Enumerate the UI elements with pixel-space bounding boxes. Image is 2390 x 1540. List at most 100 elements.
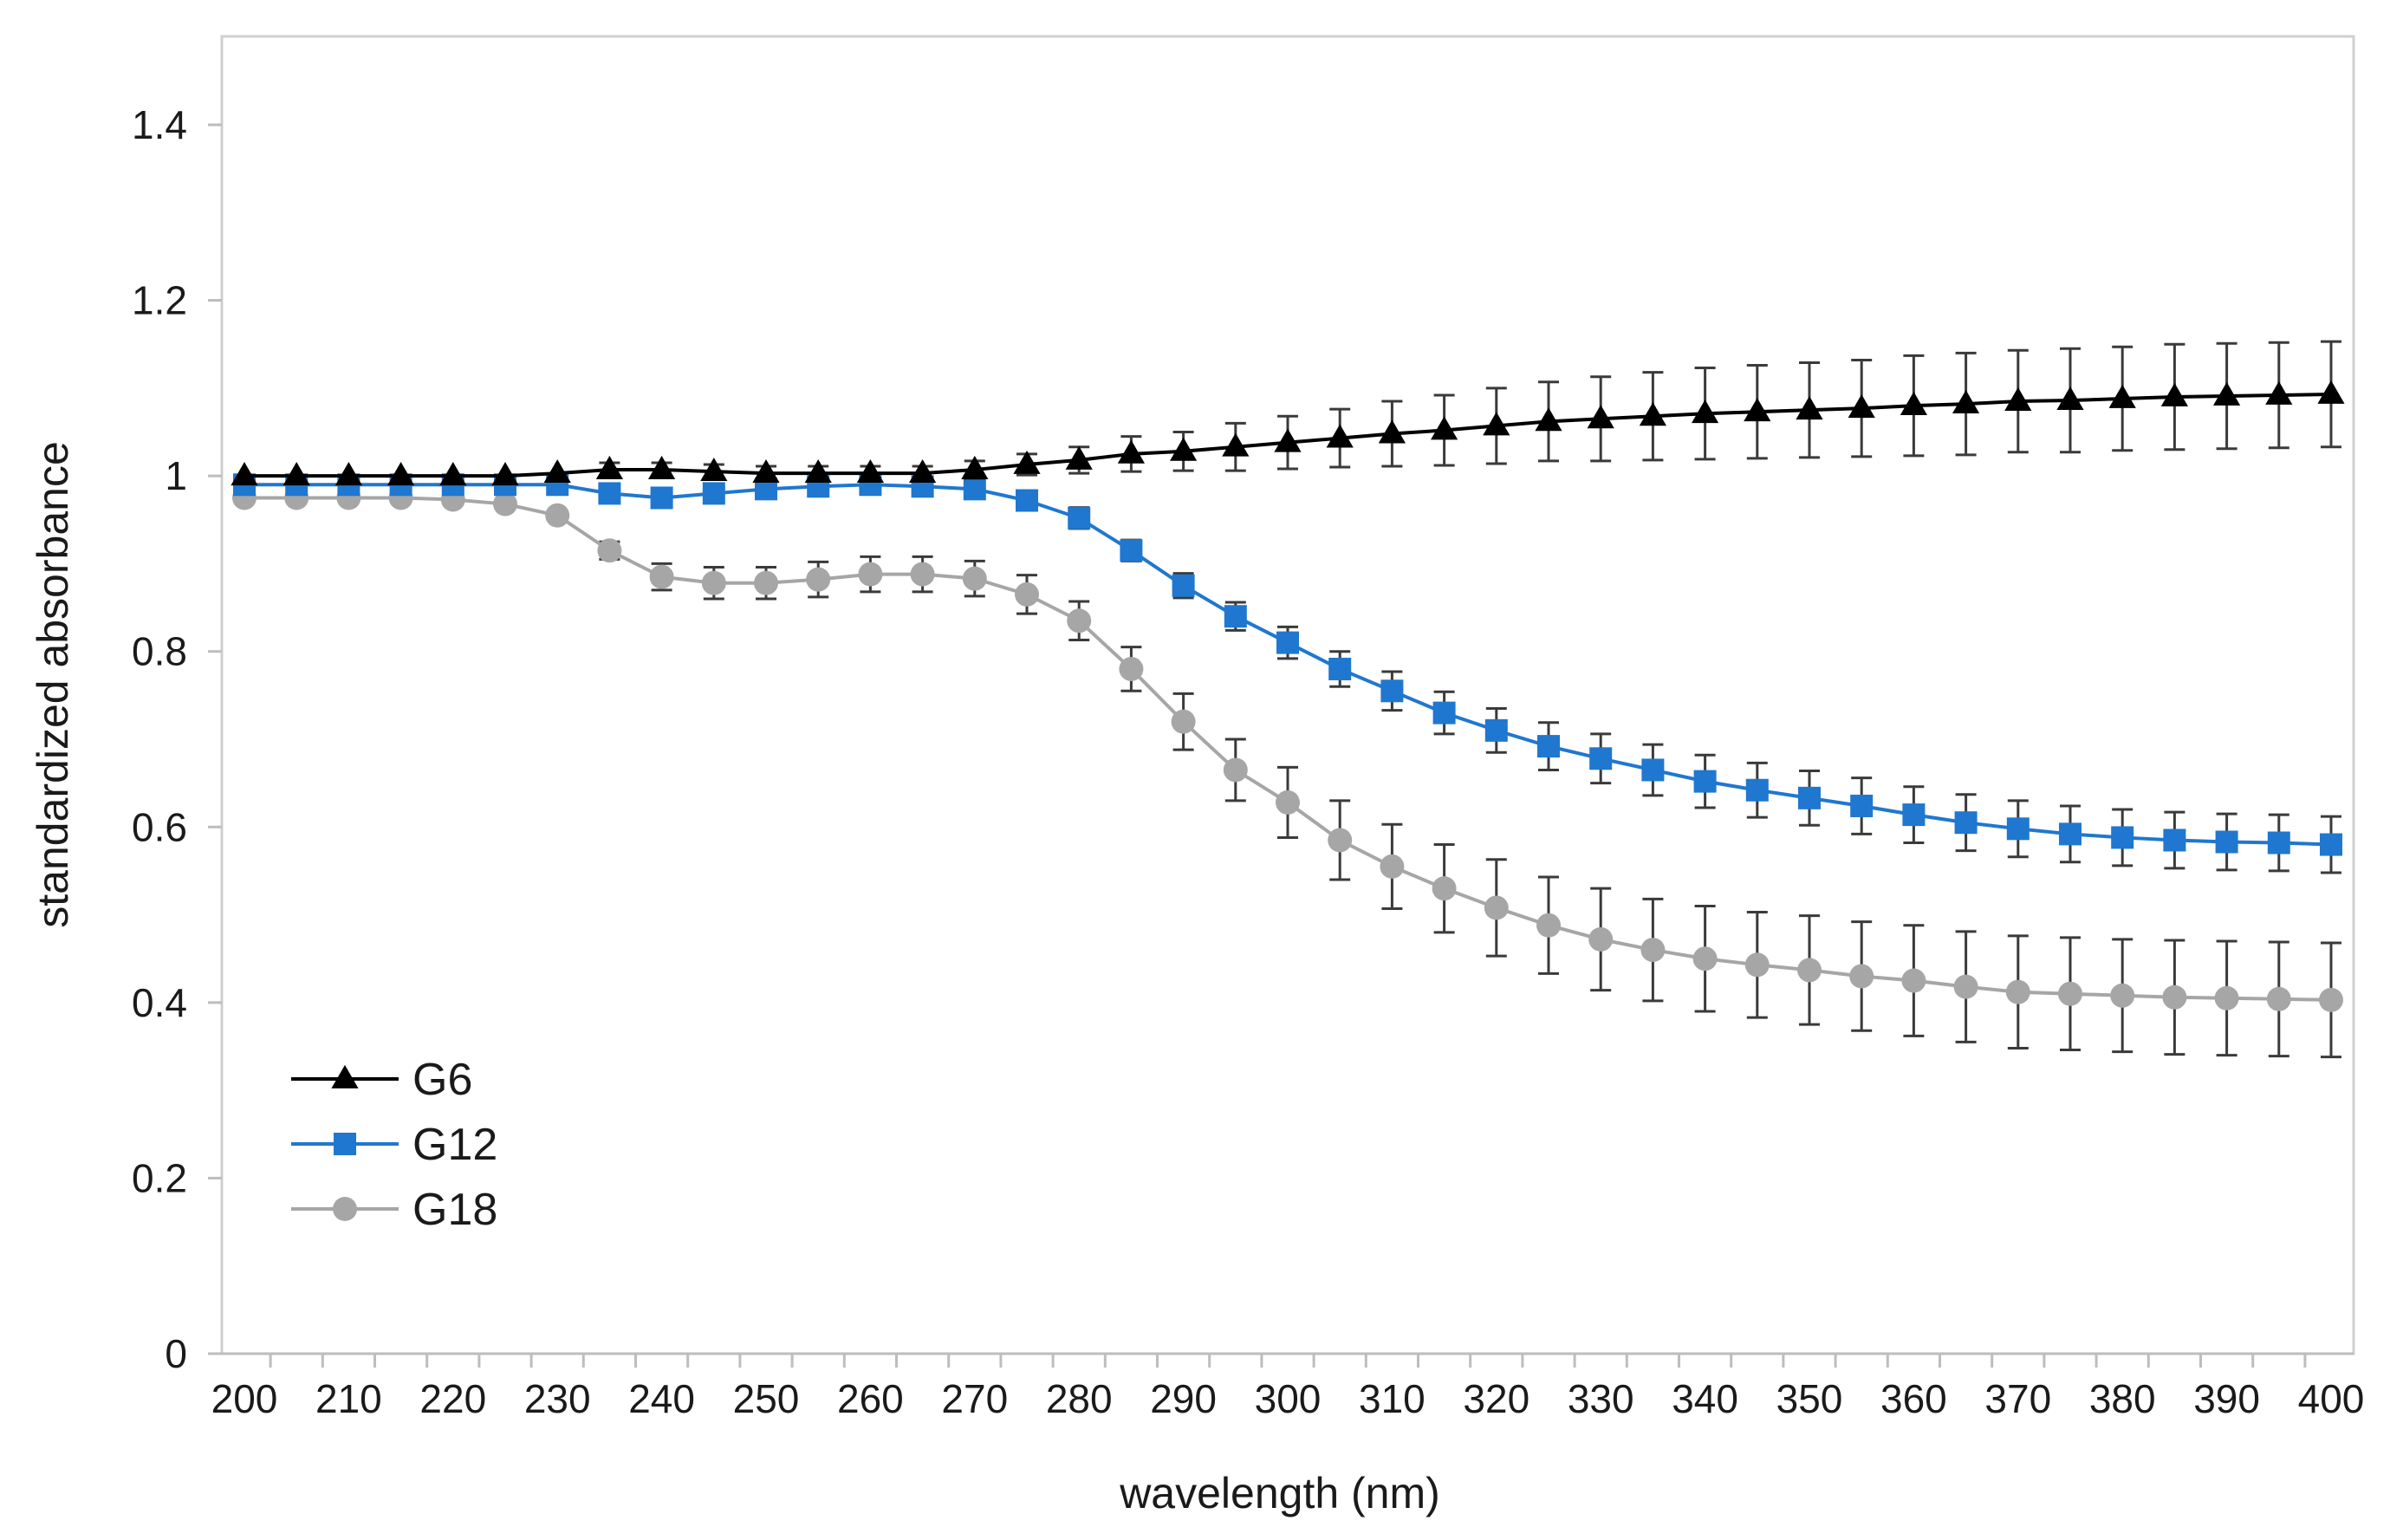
data-point <box>1848 394 1875 419</box>
x-tick-label: 300 <box>1255 1376 1322 1421</box>
y-axis-title: standardized absorbance <box>29 441 77 928</box>
data-point <box>1013 450 1041 474</box>
data-point <box>2056 386 2084 410</box>
series-layer <box>231 340 2345 1059</box>
x-tick-label: 330 <box>1568 1376 1634 1421</box>
data-point <box>493 491 517 517</box>
data-point <box>1952 389 1980 414</box>
x-tick-label: 240 <box>628 1376 695 1421</box>
data-point <box>1171 709 1196 734</box>
data-point <box>1222 432 1250 457</box>
data-point <box>1484 718 1508 742</box>
data-point <box>1223 757 1248 783</box>
data-point <box>1224 605 1247 628</box>
x-tick-label: 230 <box>524 1376 591 1421</box>
data-point <box>1640 938 1666 963</box>
data-point <box>2317 380 2345 404</box>
data-point <box>2214 985 2239 1010</box>
data-point <box>649 564 674 589</box>
data-point <box>648 455 676 479</box>
y-tick-label: 0 <box>165 1331 187 1376</box>
x-tick-label: 380 <box>2089 1376 2156 1421</box>
data-point <box>1432 876 1457 901</box>
x-tick-label: 280 <box>1046 1376 1113 1421</box>
data-point <box>701 570 726 595</box>
data-point <box>1068 506 1091 530</box>
x-tick-label: 290 <box>1150 1376 1217 1421</box>
data-point <box>2005 979 2030 1004</box>
y-tick-label: 1.4 <box>132 102 187 147</box>
x-tick-label: 400 <box>2298 1376 2365 1421</box>
x-tick-label: 200 <box>211 1376 278 1421</box>
x-tick-label: 210 <box>315 1376 382 1421</box>
data-point <box>2006 817 2030 841</box>
x-axis-title: wavelength (nm) <box>1119 1469 1440 1517</box>
data-point <box>1484 895 1509 920</box>
data-point <box>2163 828 2186 852</box>
data-point <box>856 458 884 484</box>
data-point <box>545 503 570 528</box>
data-point <box>1432 701 1456 725</box>
legend-label: G18 <box>412 1185 497 1235</box>
data-point <box>1065 445 1093 470</box>
data-point <box>2319 987 2343 1012</box>
data-point <box>1796 396 1823 420</box>
x-tick-label: 250 <box>733 1376 800 1421</box>
data-point <box>910 562 935 587</box>
data-point <box>1744 952 1770 978</box>
data-point <box>1849 964 1874 989</box>
data-point <box>1326 424 1354 448</box>
data-point <box>1483 412 1510 436</box>
data-point <box>543 458 571 484</box>
y-tick-label: 0.6 <box>132 804 187 849</box>
data-point <box>1850 794 1874 817</box>
data-point <box>962 566 987 591</box>
data-point <box>1744 398 1771 422</box>
data-point <box>2266 986 2291 1011</box>
legend-item-g12: G12 <box>291 1120 497 1170</box>
data-point <box>1693 770 1717 793</box>
data-point <box>1378 419 1406 444</box>
y-tick-label: 0.4 <box>132 980 187 1025</box>
data-point <box>1901 968 1926 993</box>
data-point <box>909 458 937 484</box>
data-point <box>1641 758 1665 782</box>
data-point <box>1588 926 1614 952</box>
data-point <box>1015 582 1039 607</box>
data-point <box>598 482 621 505</box>
data-point <box>2162 984 2187 1010</box>
data-point <box>1692 400 1719 424</box>
series-g6 <box>231 340 2345 486</box>
data-point <box>1380 679 1404 703</box>
data-point <box>963 478 986 501</box>
x-tick-label: 390 <box>2193 1376 2260 1421</box>
data-point <box>2160 382 2188 406</box>
y-tick-label: 0.2 <box>132 1155 187 1200</box>
data-point <box>283 462 310 486</box>
x-tick-label: 260 <box>837 1376 904 1421</box>
data-point <box>2267 831 2290 854</box>
data-point <box>1587 405 1614 429</box>
data-point <box>1172 574 1195 597</box>
x-tick-label: 340 <box>1672 1376 1738 1421</box>
data-point <box>700 457 728 481</box>
data-point <box>1537 735 1560 758</box>
data-point <box>1328 828 1353 853</box>
data-point <box>2004 387 2032 411</box>
data-point <box>1016 489 1038 512</box>
legend-marker-circle <box>333 1197 357 1221</box>
data-point <box>1797 958 1822 983</box>
data-point <box>754 570 778 595</box>
data-point <box>1536 913 1561 938</box>
data-point <box>806 567 831 592</box>
data-point <box>804 458 832 484</box>
data-point <box>2320 833 2342 856</box>
y-axis: 0 0.2 0.4 0.6 0.8 1 1.2 1.4 <box>132 102 222 1376</box>
data-point <box>2110 983 2135 1008</box>
data-point <box>1120 539 1143 562</box>
data-point <box>650 486 673 510</box>
data-point <box>1328 657 1352 680</box>
data-point <box>1170 437 1198 461</box>
